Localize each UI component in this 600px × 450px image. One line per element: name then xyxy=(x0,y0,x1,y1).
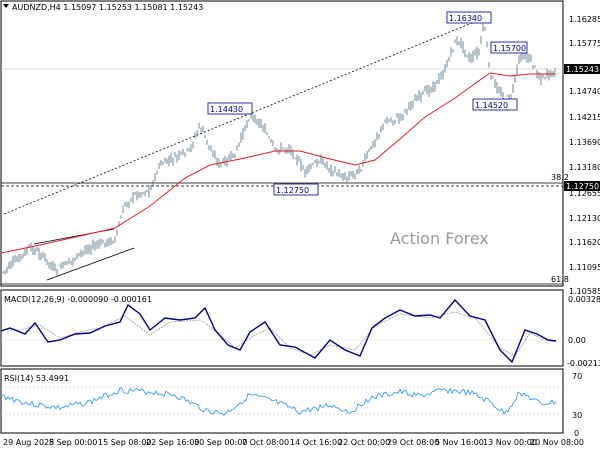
time-tick: 30 Sep 00:00 xyxy=(194,438,247,447)
annotation-1-14430: 1.14430 xyxy=(207,102,253,115)
macd-line xyxy=(0,298,557,364)
price-tick: 1.16285 xyxy=(569,15,600,24)
price-tick: 1.12655 xyxy=(569,189,600,198)
svg-text:-0.00213: -0.00213 xyxy=(567,359,600,368)
price-tick: 1.15775 xyxy=(569,39,600,48)
time-tick: 7 Oct 08:00 xyxy=(242,438,289,447)
svg-text:1.16340: 1.16340 xyxy=(449,14,482,23)
annotation-1-12750: 1.12750 xyxy=(273,183,319,196)
fib-38-label: 38.2 xyxy=(551,173,569,182)
moving-average-line xyxy=(0,72,555,254)
time-tick: 29 Aug 2025 xyxy=(3,438,54,447)
fib-61-label: 61.8 xyxy=(551,275,569,284)
dropdown-triangle-icon[interactable] xyxy=(3,4,9,8)
svg-text:1.14520: 1.14520 xyxy=(475,101,508,110)
svg-text:1.12750: 1.12750 xyxy=(566,182,599,191)
annotation-1-15700: 1.15700 xyxy=(490,41,528,54)
price-tick: 1.13690 xyxy=(569,138,600,147)
support-price-tag: 1.12750 xyxy=(564,181,600,191)
rsi-title: RSI(14) 53.4991 xyxy=(4,374,69,383)
time-tick: 8 Sep 00:00 xyxy=(49,438,97,447)
price-tick: 1.11095 xyxy=(569,263,600,272)
time-axis[interactable]: 29 Aug 2025 8 Sep 00:00 15 Sep 08:00 22 … xyxy=(3,438,584,447)
time-tick: 5 Nov 16:00 xyxy=(435,438,484,447)
svg-text:1.12750: 1.12750 xyxy=(276,186,309,195)
time-tick: 13 Nov 00:00 xyxy=(483,438,537,447)
price-axis[interactable]: 1.16285 1.15775 1.14740 1.14215 1.13690 … xyxy=(569,15,600,296)
svg-text:1.15700: 1.15700 xyxy=(493,44,526,53)
price-tick: 1.10585 xyxy=(569,287,600,296)
price-panel[interactable] xyxy=(0,0,564,287)
macd-title: MACD(12,26,9) -0.000090 -0.000161 xyxy=(4,295,152,304)
time-tick: 14 Oct 16:00 xyxy=(290,438,342,447)
time-tick: 22 Sep 16:00 xyxy=(146,438,199,447)
time-tick: 15 Sep 08:00 xyxy=(98,438,151,447)
rsi-line xyxy=(1,387,557,416)
price-tick: 1.14740 xyxy=(569,87,600,96)
triangle-lower-line xyxy=(46,247,135,281)
rsi-axis: 70 30 0 xyxy=(572,372,582,438)
price-tick: 1.13180 xyxy=(569,163,600,172)
price-tick: 1.14215 xyxy=(569,113,600,122)
watermark: Action Forex xyxy=(390,229,489,248)
rsi-panel[interactable] xyxy=(0,368,564,434)
macd-axis: 0.00328 0.00 -0.00213 xyxy=(564,295,600,368)
annotation-1-14520: 1.14520 xyxy=(472,98,518,111)
macd-signal-line xyxy=(1,311,557,357)
macd-panel[interactable] xyxy=(0,289,564,367)
svg-text:0.00: 0.00 xyxy=(568,336,586,345)
time-tick: 29 Oct 08:00 xyxy=(387,438,439,447)
annotation-1-16340: 1.16340 xyxy=(446,11,492,24)
price-tick: 1.11620 xyxy=(569,238,600,247)
svg-text:70: 70 xyxy=(572,372,582,381)
svg-text:0: 0 xyxy=(574,429,579,438)
time-tick: 22 Oct 00:00 xyxy=(338,438,390,447)
candlestick-series xyxy=(2,23,556,276)
symbol-header: AUDNZD,H4 1.15097 1.15253 1.15081 1.1524… xyxy=(12,3,203,12)
time-tick: 20 Nov 08:00 xyxy=(530,438,584,447)
svg-text:1.14430: 1.14430 xyxy=(210,105,243,114)
svg-text:1.15243: 1.15243 xyxy=(566,65,599,74)
svg-text:0.00328: 0.00328 xyxy=(568,295,600,304)
price-tick: 1.12130 xyxy=(569,214,600,223)
trend-channel-upper xyxy=(3,17,485,215)
current-price-tag: 1.15243 xyxy=(564,64,600,74)
svg-text:30: 30 xyxy=(572,411,582,420)
